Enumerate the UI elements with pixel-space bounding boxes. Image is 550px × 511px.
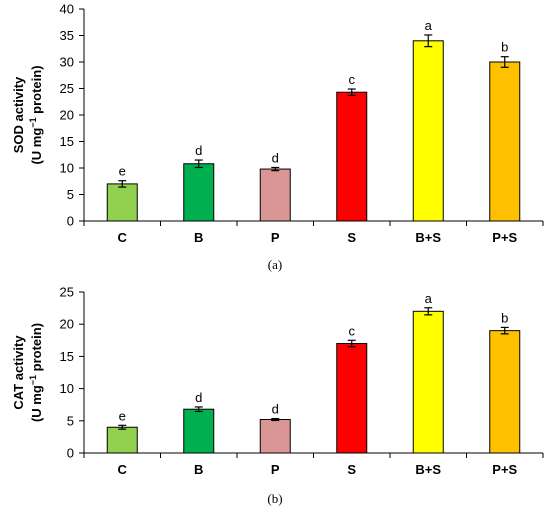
y-tick-label: 30 (60, 55, 74, 70)
unit-part: (U mg (29, 128, 44, 165)
y-tick-label: 20 (60, 317, 74, 332)
y-tick-label: 10 (60, 381, 74, 396)
unit-superscript: −1 (28, 117, 38, 127)
x-category-label: S (347, 462, 356, 477)
x-category-label: B+S (415, 230, 441, 245)
y-axis-title-unit: (U mg−1 protein) (28, 65, 44, 164)
y-tick-label: 0 (67, 214, 74, 229)
unit-superscript: −1 (28, 375, 38, 385)
bar-p (259, 419, 291, 454)
significance-letter: d (195, 143, 202, 158)
bar-s (336, 343, 368, 454)
bar-s (336, 91, 368, 222)
significance-letter: e (119, 408, 126, 423)
significance-letter: d (272, 150, 279, 165)
panel-caption: (b) (267, 491, 282, 506)
y-tick-label: 15 (60, 349, 74, 364)
y-tick-label: 20 (60, 108, 74, 123)
significance-letter: d (195, 390, 202, 405)
y-axis-title: CAT activity (11, 335, 26, 410)
y-tick-label: 25 (60, 81, 74, 96)
significance-letter: a (425, 18, 433, 33)
x-category-label: C (118, 462, 128, 477)
y-axis-title-unit: (U mg−1 protein) (28, 323, 44, 422)
y-axis-title: SOD activity (11, 76, 26, 153)
x-category-label: P+S (492, 230, 517, 245)
y-tick-label: 5 (67, 413, 74, 428)
unit-part: protein) (29, 65, 44, 117)
y-tick-label: 25 (60, 285, 74, 300)
x-category-label: B (194, 230, 203, 245)
y-tick-label: 15 (60, 134, 74, 149)
panel-b-cat-chart: 0 5 10 15 20 25 e Cd Bd Pc Sa B+S b P+S CAT activity (U… (11, 285, 544, 506)
unit-part: protein) (29, 323, 44, 375)
panel-a-sod-chart: 0 5 10 15 20 25 30 35 40 e Cd Bd Pc Sa B+S b P+S SOD acti… (11, 2, 544, 272)
bar-b (183, 408, 215, 454)
y-tick-label: 0 (67, 446, 74, 461)
y-tick-label: 5 (67, 187, 74, 202)
bar-c (106, 183, 138, 222)
x-category-label: P+S (492, 462, 517, 477)
x-category-label: C (118, 230, 128, 245)
panel-caption: (a) (268, 257, 282, 272)
significance-letter: c (349, 72, 356, 87)
bar-p (259, 168, 291, 222)
significance-letter: d (272, 402, 279, 417)
significance-letter: b (501, 310, 508, 325)
x-category-label: P (271, 230, 280, 245)
significance-letter: b (501, 40, 508, 55)
bar-c (106, 426, 138, 454)
bar-b (183, 163, 215, 222)
x-category-label: B+S (415, 462, 441, 477)
significance-letter: a (425, 291, 433, 306)
bar-p-plus-s (489, 330, 521, 454)
unit-part: (U mg (29, 385, 44, 422)
y-tick-label: 10 (60, 161, 74, 176)
bar-b-plus-s (412, 40, 444, 222)
x-category-label: B (194, 462, 203, 477)
x-category-label: P (271, 462, 280, 477)
significance-letter: e (119, 164, 126, 179)
x-category-label: S (347, 230, 356, 245)
y-tick-label: 35 (60, 28, 74, 43)
significance-letter: c (349, 323, 356, 338)
y-tick-label: 40 (60, 2, 74, 17)
bar-b-plus-s (412, 310, 444, 454)
bar-p-plus-s (489, 61, 521, 222)
